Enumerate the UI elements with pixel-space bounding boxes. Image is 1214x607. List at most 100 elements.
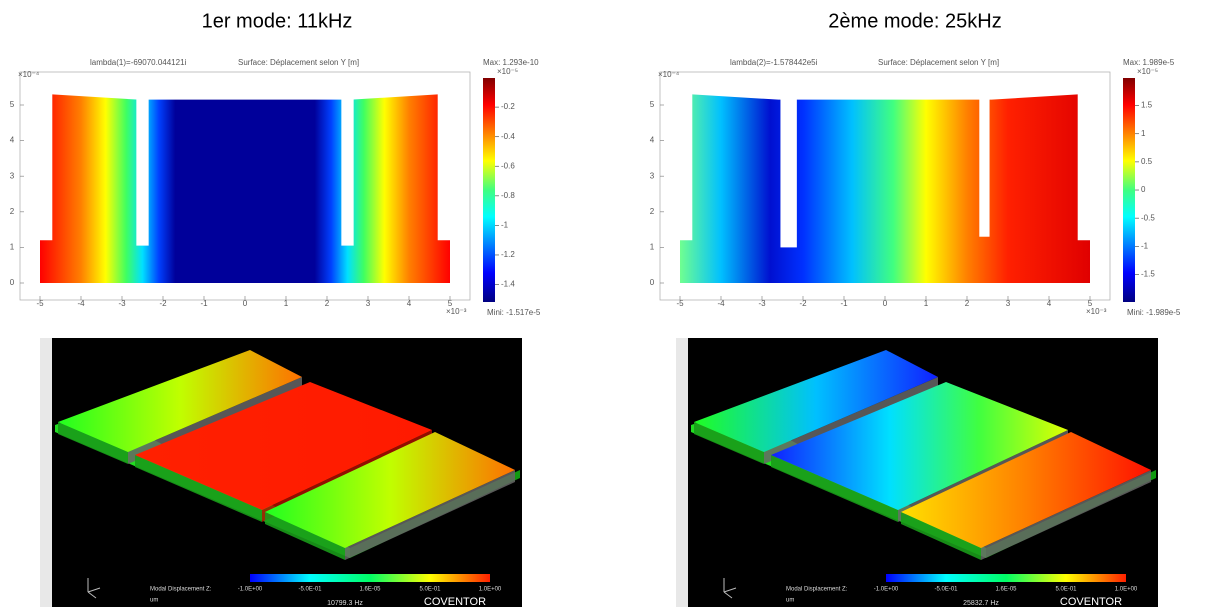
x-tick-label: -2 [799, 299, 807, 308]
surface-label: Surface: Déplacement selon Y [m] [238, 58, 359, 67]
x-tick-label: 1 [284, 299, 289, 308]
displacement-field [40, 94, 450, 283]
slab-front [901, 512, 981, 560]
colorbar-tick-label: -0.4 [501, 132, 515, 141]
y-tick-label: 3 [10, 171, 15, 180]
side-toolbar [40, 338, 52, 607]
eigenvalue-label: lambda(2)=-1.578442e5i [730, 58, 818, 67]
side-toolbar [676, 338, 688, 607]
legend-tick-label: -1.0E+00 [874, 587, 899, 593]
colorbar-tick-label: -1.2 [501, 250, 515, 259]
slab-side [345, 470, 515, 560]
slab-front [771, 455, 898, 522]
colorbar-tick-label: 1 [1141, 129, 1146, 138]
legend-tick-label: 5.0E-01 [419, 587, 441, 593]
x-tick-label: 4 [1047, 299, 1052, 308]
colorbar-tick-label: -0.2 [501, 102, 515, 111]
x-tick-label: -3 [758, 299, 766, 308]
legend-label: Modal Displacement Z: [150, 587, 212, 593]
fem-render: Modal Displacement Z: -1.0E+00 -5.0E-01 1.6… [676, 338, 1158, 607]
panel-title: 1er mode: 11kHz [202, 10, 353, 32]
x-tick-label: 2 [325, 299, 330, 308]
min-label: Mini: -1.989e-5 [1127, 308, 1181, 317]
max-label: Max: 1.989e-5 [1123, 58, 1175, 67]
x-tick-label: -3 [118, 299, 126, 308]
legend-tick-label: 1.0E+00 [479, 587, 502, 593]
colorbar-tick-label: 0 [1141, 185, 1146, 194]
x-tick-label: -1 [840, 299, 848, 308]
slot [780, 90, 797, 248]
slab-top [135, 382, 432, 510]
min-label: Mini: -1.517e-5 [487, 308, 541, 317]
axis-triad [723, 578, 737, 599]
legend-tick-label: 1.6E-05 [995, 587, 1017, 593]
colorbar-tick-label: -0.8 [501, 191, 515, 200]
slot [136, 90, 149, 246]
x-tick-label: 0 [883, 299, 888, 308]
x-tick-label: 2 [965, 299, 970, 308]
x-tick-label: -4 [717, 299, 725, 308]
legend-label: Modal Displacement Z: [786, 587, 848, 593]
unit-label: um [150, 598, 158, 604]
panel-title: 2ème mode: 25kHz [828, 10, 1001, 32]
legend-tick-label: -5.0E-01 [298, 587, 322, 593]
y-tick-label: 4 [10, 136, 15, 145]
y-tick-label: 4 [650, 136, 655, 145]
unit-label: um [786, 598, 794, 604]
brand-label: COVENTOR [424, 596, 486, 607]
slab-front [135, 455, 262, 522]
field-plot: lambda(2)=-1.578442e5i Surface: Déplaceme… [650, 58, 1181, 317]
axis-triad [87, 578, 101, 599]
legend-tick-label: -5.0E-01 [934, 587, 958, 593]
slab-front [694, 422, 764, 464]
colorbar-tick-label: -0.5 [1141, 213, 1155, 222]
eigenvalue-label: lambda(1)=-69070.044121i [90, 58, 187, 67]
x-tick-label: -1 [200, 299, 208, 308]
colorbar-tick-label: 1.5 [1141, 101, 1153, 110]
displacement-colorbar [886, 574, 1126, 582]
displacement-colorbar [250, 574, 490, 582]
slab-front [265, 512, 345, 560]
slab-top [265, 432, 515, 548]
x-tick-label: -5 [676, 299, 684, 308]
brand-label: COVENTOR [1060, 596, 1122, 607]
colorbar-tick-label: -1 [501, 221, 509, 230]
legend-tick-label: 5.0E-01 [1055, 587, 1077, 593]
colorbar-tick-label: -0.6 [501, 161, 515, 170]
colorbar-tick-label: 0.5 [1141, 157, 1153, 166]
y-tick-label: 1 [10, 243, 15, 252]
legend-tick-label: 1.0E+00 [1115, 587, 1138, 593]
slot [979, 90, 990, 237]
colorbar-exponent: ×10⁻⁵ [1137, 67, 1158, 76]
field-plot: lambda(1)=-69070.044121i Surface: Déplace… [10, 58, 541, 317]
y-tick-label: 2 [10, 207, 15, 216]
y-tick-label: 1 [650, 243, 655, 252]
surface-label: Surface: Déplacement selon Y [m] [878, 58, 999, 67]
frequency-label: 10799.3 Hz [327, 600, 363, 607]
slot [341, 90, 354, 246]
colorbar-tick-label: -1.5 [1141, 270, 1155, 279]
y-tick-label: 0 [650, 278, 655, 287]
slab-top [58, 350, 302, 452]
x-exponent: ×10⁻³ [1086, 307, 1107, 316]
y-tick-label: 2 [650, 207, 655, 216]
x-tick-label: 0 [243, 299, 248, 308]
slab-top [901, 432, 1151, 548]
legend-tick-label: 1.6E-05 [359, 587, 381, 593]
displacement-field [680, 94, 1090, 283]
frequency-label: 25832.7 Hz [963, 600, 999, 607]
colorbar-tick-label: -1 [1141, 241, 1149, 250]
x-tick-label: -5 [36, 299, 44, 308]
y-tick-label: 3 [650, 171, 655, 180]
y-exponent: ×10⁻⁴ [658, 70, 680, 79]
x-tick-label: 1 [924, 299, 929, 308]
colorbar-tick-label: -1.4 [501, 280, 515, 289]
legend-tick-label: -1.0E+00 [238, 587, 263, 593]
x-tick-label: 5 [1088, 299, 1093, 308]
slab-top [771, 382, 1068, 510]
y-tick-label: 0 [10, 278, 15, 287]
slab-top [694, 350, 938, 452]
x-tick-label: -2 [159, 299, 167, 308]
y-tick-label: 5 [10, 100, 15, 109]
